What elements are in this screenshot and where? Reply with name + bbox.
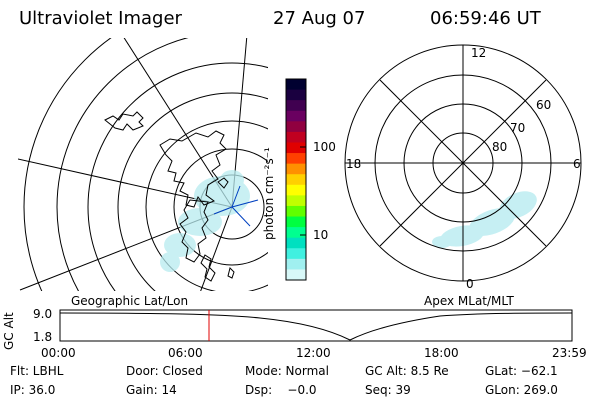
colorbar-band (286, 216, 306, 228)
lat-label-70: 70 (510, 121, 526, 135)
colorbar-band (286, 269, 306, 281)
mlt-label-6: 6 (573, 157, 581, 171)
aurora-glow-left (160, 170, 250, 272)
colorbar-band (286, 195, 306, 207)
status-dsp: Dsp: −0.0 (245, 383, 317, 397)
coastlines (104, 111, 235, 282)
status-gc-alt: GC Alt: 8.5 Re (365, 364, 449, 378)
timeline-xtick-0600: 06:00 (168, 346, 203, 360)
timeline-xtick-1200: 12:00 (296, 346, 331, 360)
colorbar-band (286, 237, 306, 249)
timeline-ylabel: GC Alt (2, 312, 16, 350)
colorbar-band (286, 131, 306, 144)
status-ip: IP: 36.0 (10, 383, 56, 397)
status-door: Door: Closed (126, 364, 203, 378)
colorbar-tick-100: 100 (313, 140, 336, 154)
status-glat: GLat: −62.1 (485, 364, 558, 378)
mlt-label-12: 12 (471, 46, 487, 60)
lat-label-60: 60 (536, 98, 552, 112)
colorbar-band (286, 153, 306, 165)
colorbar-band (286, 227, 306, 239)
right-panel-label: Apex MLat/MLT (424, 294, 514, 308)
timeline-plot (59, 309, 573, 342)
colorbar-band (286, 258, 306, 271)
date-label: 27 Aug 07 (273, 8, 366, 29)
timeline-ytick-9: 9.0 (33, 307, 53, 321)
colorbar-unit-label: photon cm⁻²s⁻¹ (262, 147, 276, 240)
left-panel-label: Geographic Lat/Lon (71, 294, 189, 308)
status-flt: Flt: LBHL (10, 364, 64, 378)
instrument-title: Ultraviolet Imager (19, 8, 182, 29)
colorbar-band (286, 142, 306, 154)
colorbar-band (286, 100, 306, 112)
timeline-ytick-1-8: 1.8 (33, 330, 53, 344)
mlt-label-18: 18 (346, 157, 362, 171)
colorbar-band (286, 205, 306, 218)
status-mode: Mode: Normal (245, 364, 329, 378)
colorbar-band (286, 163, 306, 175)
colorbar-band (286, 121, 306, 133)
time-label: 06:59:46 UT (430, 8, 541, 29)
status-seq: Seq: 39 (365, 383, 411, 397)
mlt-label-0: 0 (466, 277, 474, 291)
colorbar-band (286, 110, 306, 122)
polar-plot (344, 44, 582, 282)
timeline-xtick-0000: 00:00 (41, 346, 76, 360)
status-gain: Gain: 14 (126, 383, 177, 397)
colorbar-band (286, 184, 306, 196)
timeline-xtick-2359: 23:59 (552, 346, 587, 360)
colorbar-tick-10: 10 (313, 228, 329, 242)
colorbar-band (286, 174, 306, 186)
colorbar-band (286, 248, 306, 260)
colorbar (286, 79, 306, 281)
geographic-map (18, 38, 268, 291)
colorbar-band (286, 89, 306, 101)
timeline-xtick-1800: 18:00 (424, 346, 459, 360)
lat-label-80: 80 (492, 140, 508, 154)
aurora-glow-right (432, 191, 537, 248)
colorbar-band (286, 79, 306, 91)
status-glon: GLon: 269.0 (485, 383, 558, 397)
